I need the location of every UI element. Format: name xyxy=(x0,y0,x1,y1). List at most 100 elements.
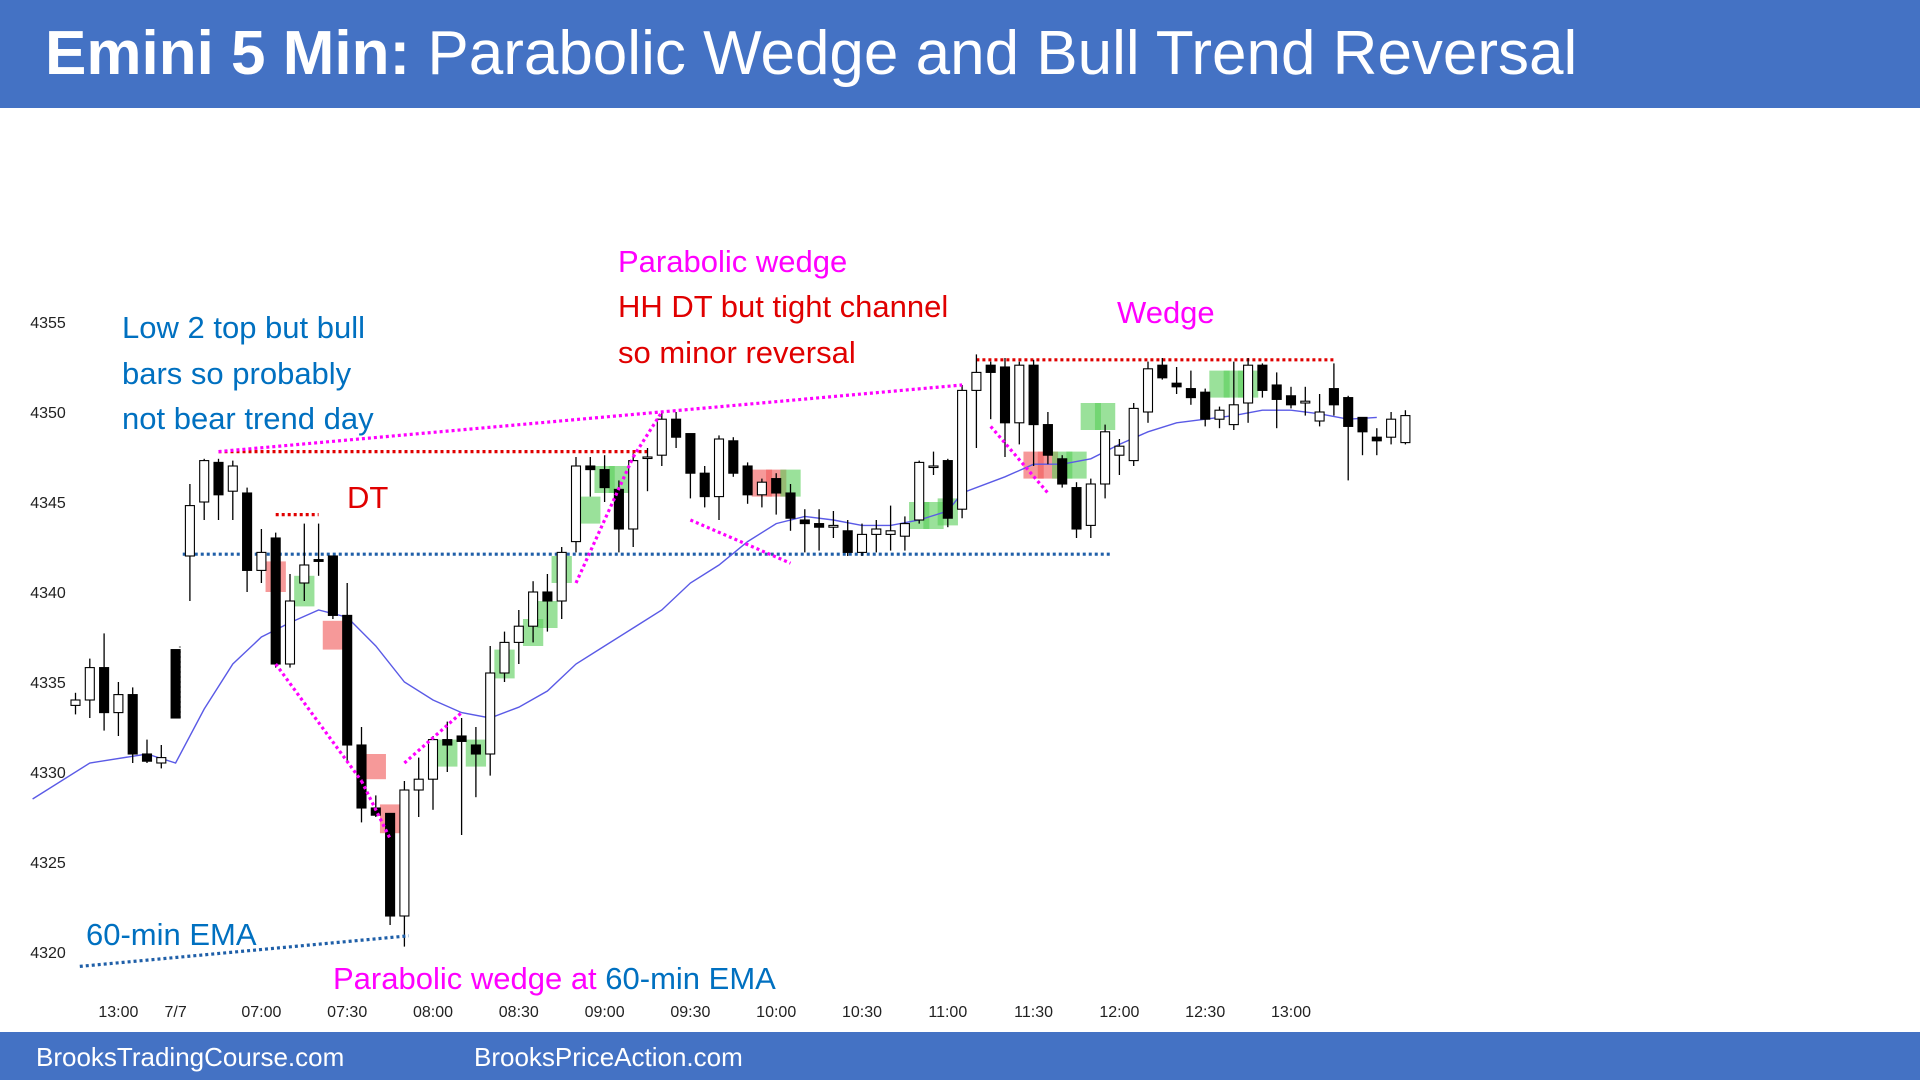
price-bar xyxy=(1028,359,1039,466)
price-bar xyxy=(1042,412,1053,465)
bull-body xyxy=(1114,445,1125,456)
price-bar xyxy=(957,385,968,519)
price-bar xyxy=(1243,358,1254,423)
bear-body xyxy=(771,478,782,494)
footer-link-price-action[interactable]: BrooksPriceAction.com xyxy=(474,1042,743,1072)
price-bar xyxy=(556,547,567,619)
price-bar xyxy=(1371,428,1382,456)
bear-body xyxy=(1028,364,1039,426)
price-bar xyxy=(570,457,582,553)
green-signal-box xyxy=(580,496,601,524)
price-bar xyxy=(284,574,296,668)
bull-body xyxy=(1085,483,1096,526)
price-bar xyxy=(313,523,324,576)
wedge-trend-line xyxy=(689,518,792,565)
bear-body xyxy=(1200,391,1211,420)
price-bar xyxy=(499,631,510,682)
x-tick-label: 12:00 xyxy=(1099,1004,1139,1021)
annotation-bottom-suffix: 60-min EMA xyxy=(605,961,776,996)
bull-body xyxy=(885,530,896,535)
y-tick-label: 4330 xyxy=(30,765,66,782)
price-bar xyxy=(1114,439,1125,475)
bull-body xyxy=(399,789,410,917)
annotation-parabolic-line1: Parabolic wedge xyxy=(618,244,847,279)
x-tick-label: 09:30 xyxy=(670,1004,710,1021)
price-bars xyxy=(70,354,1411,947)
bear-body xyxy=(585,465,596,471)
price-bar xyxy=(399,781,410,947)
price-bar xyxy=(1271,372,1282,429)
bear-body xyxy=(1328,388,1339,406)
bull-body xyxy=(871,528,882,535)
bear-body xyxy=(799,519,810,525)
bear-body xyxy=(999,366,1011,424)
bull-body xyxy=(1228,404,1239,426)
x-tick-label: 11:00 xyxy=(928,1004,967,1021)
bull-body xyxy=(570,465,582,543)
bull-body xyxy=(957,389,968,510)
price-bar xyxy=(713,435,725,520)
bull-body xyxy=(656,418,667,456)
price-bar xyxy=(999,358,1011,457)
price-bar xyxy=(1214,406,1225,429)
bull-body xyxy=(513,625,524,643)
bear-body xyxy=(1157,364,1168,379)
wedge-trend-line xyxy=(574,456,635,584)
bear-body xyxy=(242,492,253,571)
bear-body xyxy=(699,472,710,498)
x-tick-label: 07:30 xyxy=(327,1004,367,1021)
wedge-trend-line xyxy=(360,780,392,840)
annotation-wedge: Wedge xyxy=(1117,295,1215,330)
price-bar xyxy=(1057,455,1068,488)
price-bar xyxy=(342,583,353,762)
bull-body xyxy=(199,460,210,503)
x-tick-label: 08:00 xyxy=(413,1004,453,1021)
price-bar xyxy=(856,523,868,556)
footer-link-trading-course[interactable]: BrooksTradingCourse.com xyxy=(36,1042,345,1072)
price-bar xyxy=(1200,388,1211,427)
price-bar xyxy=(771,473,782,515)
bull-body xyxy=(113,694,124,714)
bear-body xyxy=(456,735,467,742)
axes: 4320 4325 4330 4335 4340 4345 4350 4355 13:00 7/7… xyxy=(30,315,1311,1021)
price-bar xyxy=(742,462,753,504)
bear-body xyxy=(99,667,110,714)
bear-body xyxy=(442,739,453,746)
annotation-dt: DT xyxy=(347,480,388,515)
bear-body xyxy=(470,744,481,755)
price-bar xyxy=(1157,358,1168,380)
annotation-parabolic-line3: so minor reversal xyxy=(618,335,856,370)
red-signal-box xyxy=(365,754,386,780)
bull-body xyxy=(184,505,195,557)
price-bar xyxy=(756,478,767,508)
y-tick-label: 4345 xyxy=(30,495,66,512)
bear-body xyxy=(542,591,553,602)
price-bar xyxy=(1285,386,1297,409)
price-bar xyxy=(84,658,95,718)
price-bar xyxy=(442,721,453,772)
price-bar xyxy=(799,509,810,553)
price-bar xyxy=(1257,363,1268,398)
x-tick-label: 07:00 xyxy=(241,1004,281,1021)
price-bar xyxy=(899,516,910,551)
bear-body xyxy=(728,440,739,474)
bull-body xyxy=(628,460,639,530)
price-bar xyxy=(227,460,238,520)
price-bar xyxy=(513,610,524,664)
price-bar xyxy=(213,458,224,520)
price-bar xyxy=(413,757,424,817)
y-tick-label: 4325 xyxy=(30,855,66,872)
bear-body xyxy=(270,537,281,665)
bull-body xyxy=(1142,368,1154,413)
bear-body xyxy=(1171,382,1182,388)
price-bar xyxy=(427,736,439,810)
x-tick-label: 13:00 xyxy=(98,1004,138,1021)
bull-body xyxy=(299,564,310,584)
annotation-low2-line3: not bear trend day xyxy=(122,401,374,436)
bull-body xyxy=(485,672,496,755)
price-bar xyxy=(1300,386,1311,416)
bull-body xyxy=(556,551,567,602)
bear-body xyxy=(1343,397,1354,427)
annotation-bottom-prefix: Parabolic wedge at xyxy=(333,961,605,996)
price-bar xyxy=(270,532,281,668)
